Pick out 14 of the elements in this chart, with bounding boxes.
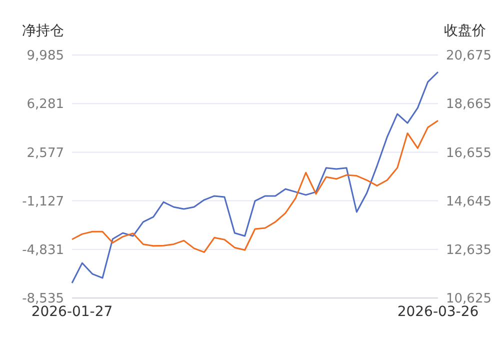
y-tick-label: 9,985 [26, 48, 64, 64]
y-axis-title: 净持仓 [22, 22, 64, 40]
y-tick-label: -1,127 [22, 194, 64, 210]
y2-tick-label: 12,635 [446, 243, 492, 258]
y-tick-label: -4,831 [22, 243, 64, 258]
line-series [71, 71, 439, 284]
y2-tick-label: 16,655 [446, 146, 492, 161]
y2-axis-title: 收盘价 [444, 22, 486, 40]
y2-tick-label: 18,665 [446, 97, 492, 112]
y-tick-label: 6,281 [26, 97, 64, 112]
y2-tick-label: 14,645 [446, 194, 492, 210]
y-tick-label: 2,577 [26, 146, 64, 161]
y2-tick-label: 20,675 [446, 48, 492, 64]
line-series [71, 120, 439, 253]
